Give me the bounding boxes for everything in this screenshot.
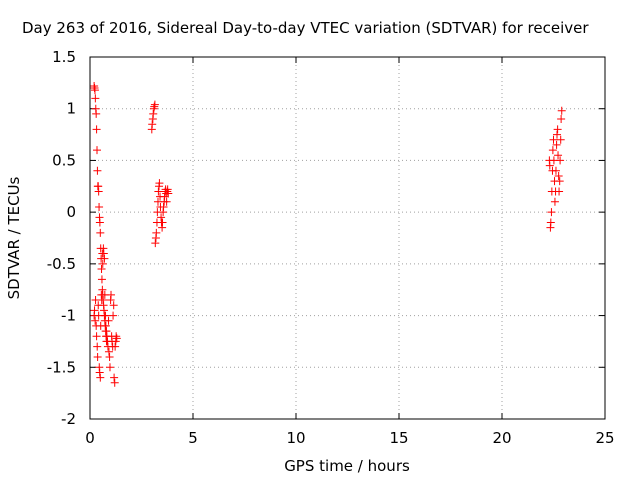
data-point <box>105 352 114 361</box>
data-point <box>149 109 158 118</box>
data-point <box>93 166 102 175</box>
data-point <box>95 218 104 227</box>
data-point <box>93 342 102 351</box>
data-point <box>95 202 104 211</box>
data-point <box>553 130 562 139</box>
data-point <box>96 244 105 253</box>
data-point <box>557 115 566 124</box>
data-point <box>109 301 118 310</box>
x-tick-label: 0 <box>85 429 95 447</box>
data-point <box>548 146 557 155</box>
y-tick-label: -1.5 <box>47 358 76 376</box>
data-point <box>556 156 565 165</box>
data-point <box>104 347 113 356</box>
data-point <box>551 166 560 175</box>
data-point <box>554 151 563 160</box>
data-point <box>163 185 172 194</box>
grid-lines <box>90 57 605 419</box>
data-point <box>557 106 566 115</box>
axis-ticks: 0 5 10 15 20 25 -2 -1.5 -1 -0.5 0 0.5 1 1.5 <box>47 48 615 447</box>
data-point <box>154 187 163 196</box>
data-point <box>555 177 564 186</box>
data-point <box>162 197 171 206</box>
y-tick-label: 1.5 <box>52 48 76 66</box>
data-point <box>110 373 119 382</box>
y-tick-label: 1 <box>66 100 76 118</box>
y-tick-label: -2 <box>61 410 76 428</box>
data-point <box>150 102 159 111</box>
data-point <box>152 228 161 237</box>
data-point <box>109 311 118 320</box>
x-tick-label: 5 <box>188 429 198 447</box>
data-point <box>102 337 111 346</box>
data-point <box>552 140 561 149</box>
data-point <box>94 187 103 196</box>
data-point <box>545 161 554 170</box>
data-point <box>112 334 121 343</box>
data-point <box>553 125 562 134</box>
data-point <box>112 332 121 341</box>
data-point <box>93 146 102 155</box>
data-point <box>151 239 160 248</box>
x-tick-label: 25 <box>595 429 614 447</box>
data-point <box>547 208 556 217</box>
y-axis-label: SDTVAR / TECUs <box>5 176 23 299</box>
chart-title: Day 263 of 2016, Sidereal Day-to-day VTE… <box>22 19 589 37</box>
data-points <box>90 81 566 387</box>
y-tick-label: -1 <box>61 307 76 325</box>
x-tick-label: 15 <box>389 429 408 447</box>
y-tick-label: 0.5 <box>52 151 76 169</box>
data-point <box>546 218 555 227</box>
data-point <box>150 100 159 109</box>
x-tick-label: 20 <box>492 429 511 447</box>
data-point <box>159 202 168 211</box>
data-point <box>97 265 106 274</box>
data-point <box>549 135 558 144</box>
plot-frame <box>89 56 606 420</box>
x-axis-label: GPS time / hours <box>284 457 410 475</box>
data-point <box>97 275 106 284</box>
data-point <box>98 259 107 268</box>
data-point <box>164 189 173 198</box>
data-point <box>148 120 157 129</box>
data-point <box>110 378 119 387</box>
y-tick-label: 0 <box>66 203 76 221</box>
data-point <box>92 125 101 134</box>
data-point <box>90 86 99 95</box>
data-point <box>555 187 564 196</box>
data-point <box>92 109 101 118</box>
data-point <box>91 316 100 325</box>
x-tick-label: 10 <box>286 429 305 447</box>
data-point <box>550 197 559 206</box>
data-point <box>554 171 563 180</box>
data-point <box>92 332 101 341</box>
data-point <box>93 352 102 361</box>
data-point <box>107 290 116 299</box>
data-point <box>95 368 104 377</box>
y-tick-label: -0.5 <box>47 255 76 273</box>
data-point <box>96 373 105 382</box>
data-point <box>105 363 114 372</box>
data-point <box>97 254 106 263</box>
data-point <box>158 218 167 227</box>
data-point <box>556 135 565 144</box>
data-point <box>91 94 100 103</box>
data-point <box>155 179 164 188</box>
data-point <box>111 342 120 351</box>
data-point <box>90 306 99 315</box>
data-point <box>96 228 105 237</box>
data-point <box>99 249 108 258</box>
